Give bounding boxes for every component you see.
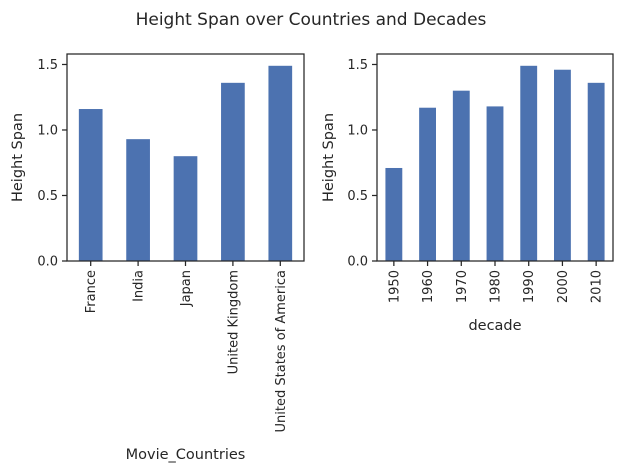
x-axis-label: decade bbox=[468, 318, 521, 334]
x-tick-label-japan: Japan bbox=[179, 270, 194, 307]
bar-2010 bbox=[587, 82, 605, 261]
y-tick-label: 1.5 bbox=[37, 58, 58, 73]
bar-1960 bbox=[419, 107, 436, 262]
bar-2000 bbox=[554, 69, 571, 261]
y-tick-label: 1.0 bbox=[347, 123, 368, 138]
bar-india bbox=[126, 139, 150, 261]
x-tick-label-1980: 1980 bbox=[489, 270, 504, 303]
y-axis-label: Height Span bbox=[10, 113, 26, 202]
x-tick-label-2000: 2000 bbox=[556, 270, 571, 303]
x-tick-label-india: India bbox=[132, 270, 147, 302]
bar-france bbox=[78, 109, 103, 261]
y-tick-label: 1.0 bbox=[37, 123, 58, 138]
x-tick-label-1990: 1990 bbox=[522, 270, 537, 303]
bar-1950 bbox=[385, 167, 403, 261]
x-tick-label-1950: 1950 bbox=[387, 270, 402, 303]
x-tick-label-1970: 1970 bbox=[455, 270, 470, 303]
bar-united-kingdom bbox=[221, 82, 245, 261]
y-tick-label: 0.0 bbox=[347, 255, 368, 270]
panel-countries: 0.0 0.5 1.0 1.5 France India Japan United Kingd… bbox=[10, 53, 305, 463]
y-tick-label: 0.5 bbox=[347, 189, 368, 204]
x-tick-label-2010: 2010 bbox=[590, 270, 605, 303]
y-tick-label: 1.5 bbox=[347, 58, 368, 73]
x-axis-label: Movie_Countries bbox=[126, 447, 246, 463]
panel-decades: 0.0 0.5 1.0 1.5 1950 1960 1970 1980 1990 2000 2010… bbox=[321, 53, 614, 334]
figure-title: Height Span over Countries and Decades bbox=[136, 10, 487, 30]
bar-united-states-of-america bbox=[268, 65, 293, 261]
y-axis-label: Height Span bbox=[321, 113, 337, 202]
x-tick-label-united-kingdom: United Kingdom bbox=[226, 270, 241, 374]
y-tick-label: 0.0 bbox=[37, 255, 58, 270]
bar-1970 bbox=[452, 90, 470, 261]
bar-1990 bbox=[520, 65, 538, 261]
x-tick-label-france: France bbox=[84, 270, 99, 313]
x-tick-label-1960: 1960 bbox=[421, 270, 436, 303]
bar-1980 bbox=[486, 106, 504, 261]
y-tick-label: 0.5 bbox=[37, 189, 58, 204]
bar-japan bbox=[173, 156, 198, 261]
x-tick-label-united-states-of-america: United States of America bbox=[274, 270, 289, 432]
